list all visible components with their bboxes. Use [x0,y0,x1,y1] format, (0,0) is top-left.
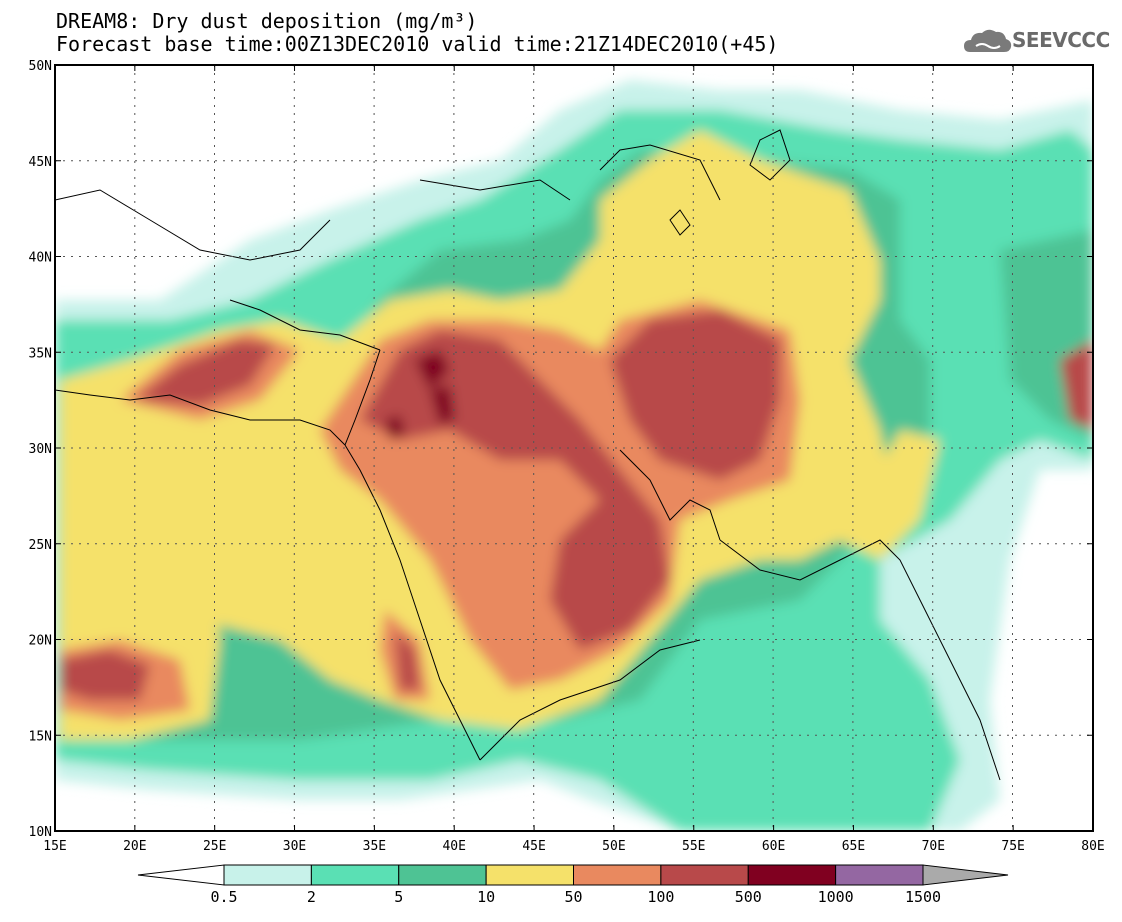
lon-tick-label: 80E [1081,839,1104,854]
colorbar-label: 500 [735,888,762,906]
chart-title: DREAM8: Dry dust deposition (mg/m³) [56,9,478,33]
colorbar-swatch [398,864,487,886]
lon-tick-label: 70E [922,839,945,854]
lat-tick-label: 30N [29,442,52,457]
colorbar-swatch [747,864,837,886]
lat-tick-label: 25N [29,538,52,553]
dust-fields [55,80,1093,831]
colorbar-label: 1000 [818,888,854,906]
colorbar-label: 0.5 [210,888,237,906]
lon-tick-label: 15E [43,839,66,854]
lat-tick-label: 40N [29,251,52,266]
colorbar-label: 2 [307,888,316,906]
level-100 [135,310,780,650]
lat-tick-label: 35N [29,346,52,361]
lon-tick-label: 75E [1001,839,1024,854]
lon-tick-label: 55E [682,839,705,854]
lon-tick-label: 20E [123,839,146,854]
chart-subtitle: Forecast base time:00Z13DEC2010 valid ti… [56,32,779,56]
colorbar: 0.5 2 5 10 50 100 500 1000 1500 [137,864,1009,906]
colorbar-swatch [310,864,400,886]
axis-ticks: 15E 20E 25E 30E 35E 40E 45E 50E 55E 60E 65E 70E 75E 8… [29,59,1105,854]
colorbar-label: 10 [477,888,495,906]
colorbar-swatch [223,864,312,886]
colorbar-swatch [485,864,574,886]
colorbar-swatch [573,864,662,886]
colorbar-label: 5 [394,888,403,906]
lon-tick-label: 65E [842,839,865,854]
logo-text: SEEVCCC [1012,28,1110,52]
colorbar-swatch [660,864,749,886]
colorbar-over-triangle [922,864,1009,886]
colorbar-swatch [835,864,924,886]
level-500 [385,350,455,440]
colorbar-label: 1500 [905,888,941,906]
colorbar-under-triangle [137,864,225,886]
colorbar-label: 100 [647,888,674,906]
lon-tick-label: 25E [203,839,226,854]
lat-tick-label: 20N [29,634,52,649]
lon-tick-label: 60E [762,839,785,854]
colorbar-label: 50 [564,888,582,906]
graticule [55,65,1093,831]
lat-tick-label: 10N [29,825,52,840]
lon-tick-label: 30E [283,839,306,854]
lon-tick-label: 45E [522,839,545,854]
lon-tick-label: 40E [442,839,465,854]
lon-tick-label: 35E [363,839,386,854]
lat-tick-label: 50N [29,59,52,74]
cloud-icon [964,29,1012,52]
lat-tick-label: 15N [29,729,52,744]
lat-tick-label: 45N [29,155,52,170]
coastlines [55,129,1001,781]
lon-tick-label: 50E [602,839,625,854]
